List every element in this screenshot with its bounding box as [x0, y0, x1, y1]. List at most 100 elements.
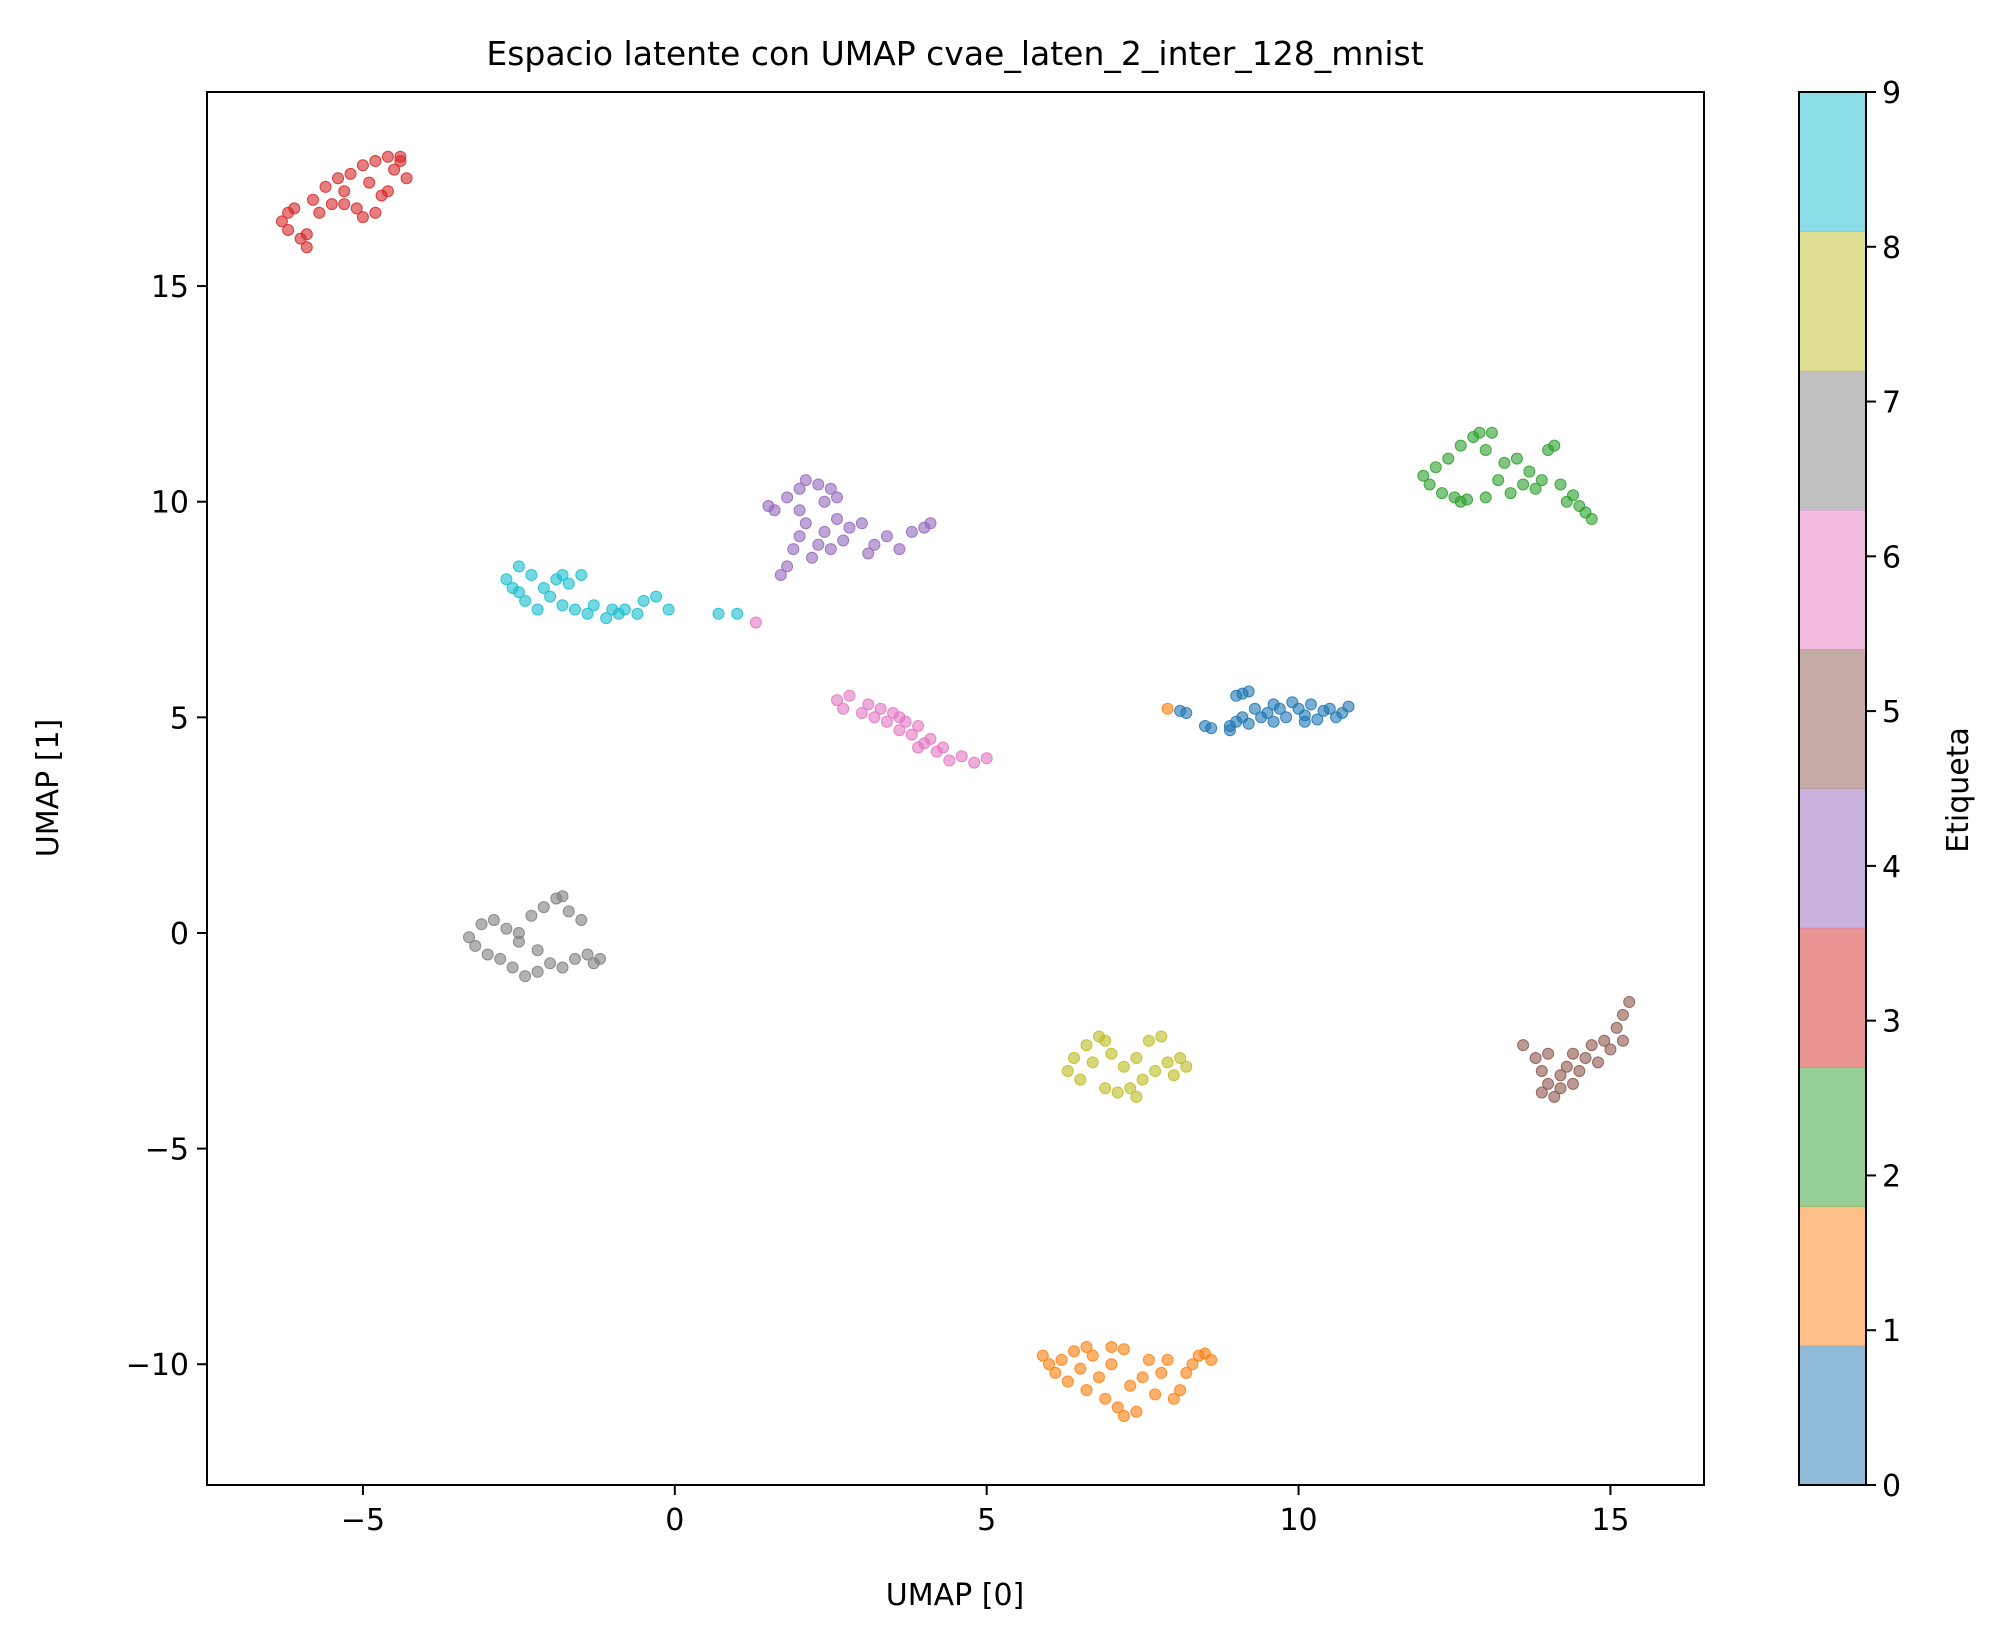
data-point — [862, 698, 875, 711]
data-point — [824, 543, 837, 556]
data-point — [1117, 1343, 1130, 1356]
colorbar-segment — [1799, 788, 1866, 929]
data-point — [1105, 1047, 1118, 1060]
data-point — [1261, 707, 1274, 719]
data-point — [1436, 487, 1448, 500]
data-point — [1598, 1034, 1611, 1047]
data-point — [512, 560, 525, 573]
data-point — [1585, 513, 1598, 525]
data-point — [1523, 465, 1536, 478]
x-tick-label: 5 — [977, 1503, 996, 1538]
x-tick-label: 10 — [1279, 1503, 1317, 1538]
data-point — [862, 547, 875, 560]
colorbar: 0 1 2 3 4 5 6 7 8 9 — [1798, 76, 1901, 1504]
colorbar-segment — [1799, 1067, 1866, 1207]
data-point — [500, 573, 513, 586]
data-point — [937, 741, 949, 754]
data-point — [793, 482, 806, 495]
data-point — [569, 952, 581, 965]
data-point — [1429, 461, 1442, 474]
data-point — [1155, 1030, 1168, 1043]
data-point — [356, 159, 369, 172]
data-point — [1567, 1047, 1579, 1060]
data-point — [1492, 474, 1505, 487]
data-point — [818, 525, 831, 538]
data-point — [1105, 1358, 1118, 1371]
data-point — [556, 890, 569, 903]
colorbar-segment — [1799, 509, 1866, 650]
cluster-3 — [275, 150, 413, 254]
data-point — [1616, 1034, 1629, 1047]
data-point — [793, 530, 806, 543]
colorbar-tick-label: 0 — [1882, 1469, 1901, 1504]
data-point — [537, 582, 550, 594]
data-point — [781, 560, 794, 573]
data-point — [1560, 1060, 1573, 1073]
cluster-7 — [463, 890, 606, 983]
data-point — [1155, 1366, 1168, 1379]
data-point — [525, 569, 538, 581]
data-point — [781, 491, 794, 504]
data-point — [1585, 1039, 1598, 1052]
data-point — [1136, 1371, 1149, 1384]
data-point — [556, 599, 569, 612]
data-point — [1180, 1366, 1193, 1379]
data-point — [1117, 1410, 1130, 1422]
data-point — [1554, 1082, 1567, 1095]
data-point — [1236, 711, 1249, 724]
colorbar-tick-label: 1 — [1882, 1314, 1901, 1349]
data-point — [575, 914, 588, 926]
data-point — [1548, 439, 1561, 452]
data-point — [463, 931, 475, 944]
data-point — [1542, 1047, 1555, 1060]
data-point — [363, 176, 376, 189]
data-point — [843, 521, 856, 534]
chart-title: Espacio latente con UMAP cvae_laten_2_in… — [486, 34, 1423, 73]
data-point — [837, 534, 850, 547]
data-point — [1086, 1056, 1099, 1069]
colorbar-tick-label: 8 — [1882, 231, 1901, 266]
data-point — [1554, 478, 1567, 491]
data-point — [1567, 489, 1579, 502]
cluster-0 — [1174, 685, 1355, 737]
data-point — [1454, 495, 1467, 508]
data-point — [519, 970, 532, 983]
data-point — [768, 504, 781, 517]
data-point — [1485, 426, 1498, 439]
data-point — [1161, 702, 1174, 715]
data-point — [1205, 722, 1218, 735]
data-point — [369, 206, 382, 219]
data-point — [1180, 707, 1193, 719]
data-point — [1149, 1065, 1162, 1077]
data-point — [1298, 715, 1311, 728]
colorbar-label: Etiqueta — [1941, 727, 1976, 853]
data-point — [581, 948, 594, 961]
data-point — [1167, 1069, 1180, 1082]
data-point — [300, 228, 313, 241]
data-point — [1535, 1065, 1548, 1077]
data-point — [1535, 1086, 1548, 1099]
data-point — [1579, 1052, 1592, 1064]
data-point — [300, 241, 313, 254]
data-point — [855, 707, 868, 719]
data-point — [818, 495, 831, 508]
data-point — [831, 491, 843, 504]
data-point — [637, 594, 650, 607]
data-point — [774, 569, 787, 581]
data-point — [1149, 1388, 1162, 1401]
data-point — [1242, 685, 1255, 698]
data-point — [562, 905, 575, 918]
data-point — [1099, 1392, 1112, 1405]
plot-frame — [206, 91, 1705, 1486]
data-point — [1529, 482, 1542, 495]
data-point — [1111, 1086, 1124, 1099]
data-point — [544, 590, 557, 603]
data-point — [1043, 1358, 1056, 1371]
data-point — [1080, 1384, 1093, 1397]
colorbar-segment — [1799, 649, 1866, 789]
data-point — [544, 957, 557, 970]
colorbar-segment — [1799, 231, 1866, 372]
data-point — [587, 599, 600, 612]
data-point — [487, 914, 500, 926]
